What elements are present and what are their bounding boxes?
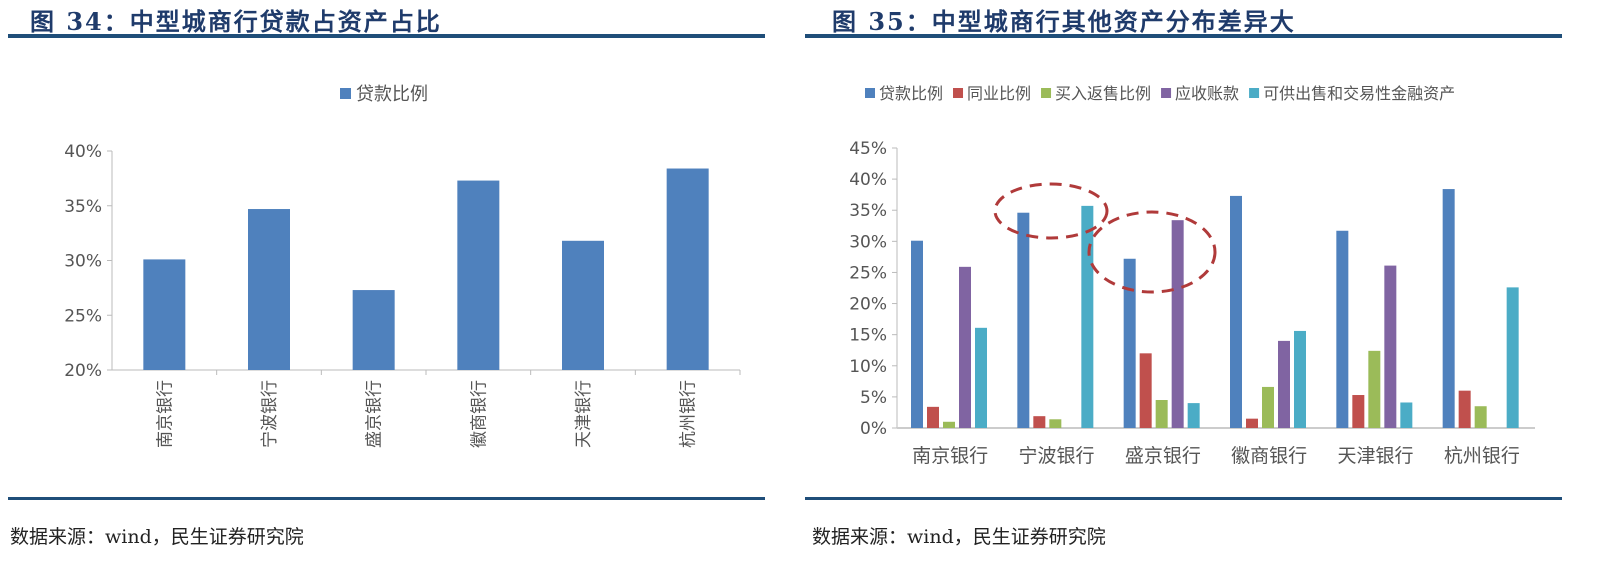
right-legend-label-2: 买入返售比例: [1055, 84, 1151, 103]
left-x-tick-label: 杭州银行: [679, 380, 699, 448]
right-x-tick-label: 杭州银行: [1444, 445, 1520, 467]
left-title-rule: [8, 34, 765, 38]
left-y-tick-label: 25%: [64, 306, 102, 326]
right-x-tick-label: 天津银行: [1337, 445, 1413, 467]
left-source-note: 数据来源：wind，民生证券研究院: [10, 526, 304, 548]
right-bar-5-2: [1474, 406, 1487, 428]
right-bar-3-2: [1262, 386, 1274, 428]
right-bar-4-3: [1384, 265, 1397, 428]
right-bar-0-1: [927, 406, 939, 428]
right-bar-4-4: [1400, 402, 1413, 428]
left-legend-swatch: [340, 88, 351, 99]
right-y-tick-label: 25%: [849, 263, 887, 283]
right-y-tick-label: 20%: [849, 295, 887, 315]
right-bar-1-2: [1049, 419, 1062, 428]
right-bar-2-3: [1171, 220, 1184, 428]
right-bar-3-0: [1230, 195, 1242, 428]
right-bar-0-2: [943, 421, 955, 428]
left-bottom-rule: [8, 497, 765, 500]
left-bar-1: [248, 209, 290, 370]
right-legend-swatch-0: [865, 88, 875, 98]
annotation-ellipse-shengjing: [1087, 210, 1217, 294]
right-bar-5-4: [1506, 287, 1519, 428]
annotation-ellipse-ningbo: [993, 182, 1109, 240]
right-y-tick-label: 0%: [860, 419, 887, 439]
right-bar-4-0: [1336, 230, 1349, 428]
left-y-tick-label: 20%: [64, 361, 102, 381]
left-bar-5: [666, 168, 709, 370]
right-bar-0-0: [911, 240, 923, 428]
right-bar-4-2: [1368, 350, 1381, 428]
right-bar-2-4: [1187, 403, 1200, 428]
right-chart-title: 图 35：中型城商行其他资产分布差异大: [832, 7, 1296, 36]
right-y-tick-label: 45%: [849, 139, 887, 159]
right-bar-2-2: [1155, 400, 1168, 428]
right-bar-1-1: [1033, 416, 1046, 428]
left-bar-4: [562, 240, 604, 370]
right-y-tick-label: 15%: [849, 326, 887, 346]
left-chart-title: 图 34：中型城商行贷款占资产占比: [30, 7, 442, 36]
left-bar-2: [352, 290, 395, 370]
right-bar-2-0: [1123, 258, 1136, 428]
right-legend-swatch-3: [1161, 88, 1172, 98]
right-y-tick-label: 40%: [849, 170, 887, 190]
left-x-tick-label: 盛京银行: [365, 380, 385, 448]
right-bar-3-1: [1246, 418, 1258, 428]
right-y-tick-label: 35%: [849, 201, 887, 221]
right-bar-0-4: [975, 327, 987, 428]
left-x-tick-label: 天津银行: [574, 380, 594, 448]
left-legend-label: 贷款比例: [356, 84, 428, 105]
left-x-tick-label: 南京银行: [155, 380, 175, 448]
left-y-tick-label: 40%: [64, 142, 102, 162]
right-x-tick-label: 南京银行: [912, 445, 988, 467]
left-bar-3: [457, 180, 500, 370]
right-bottom-rule: [805, 497, 1562, 500]
right-legend-label-0: 贷款比例: [879, 84, 943, 103]
left-bar-0: [143, 259, 186, 370]
right-x-tick-label: 盛京银行: [1125, 445, 1201, 467]
right-y-tick-label: 30%: [849, 232, 887, 252]
right-bar-5-1: [1458, 390, 1471, 428]
right-title-rule: [805, 34, 1562, 38]
right-legend-label-1: 同业比例: [967, 84, 1031, 103]
right-bar-4-1: [1352, 395, 1365, 428]
right-bar-0-3: [959, 266, 971, 428]
left-x-tick-label: 徽商银行: [469, 380, 489, 448]
left-y-tick-label: 35%: [64, 197, 102, 217]
right-bar-1-0: [1017, 212, 1030, 428]
right-legend-label-4: 可供出售和交易性金融资产: [1263, 84, 1455, 103]
right-legend-swatch-4: [1249, 88, 1260, 98]
right-legend-label-3: 应收账款: [1175, 84, 1239, 103]
right-x-tick-label: 宁波银行: [1018, 445, 1094, 467]
left-x-tick-label: 宁波银行: [260, 380, 280, 448]
right-legend-swatch-1: [953, 88, 964, 98]
right-y-tick-label: 5%: [860, 388, 887, 408]
right-y-tick-label: 10%: [849, 357, 887, 377]
right-bar-5-0: [1442, 189, 1455, 428]
right-legend-swatch-2: [1041, 88, 1052, 98]
right-bar-3-4: [1294, 330, 1306, 428]
right-bar-1-4: [1081, 205, 1094, 428]
left-y-tick-label: 30%: [64, 252, 102, 272]
right-source-note: 数据来源：wind，民生证券研究院: [812, 526, 1106, 548]
right-bar-3-3: [1278, 340, 1290, 428]
right-bar-2-1: [1139, 353, 1152, 428]
right-x-tick-label: 徽商银行: [1231, 445, 1307, 467]
